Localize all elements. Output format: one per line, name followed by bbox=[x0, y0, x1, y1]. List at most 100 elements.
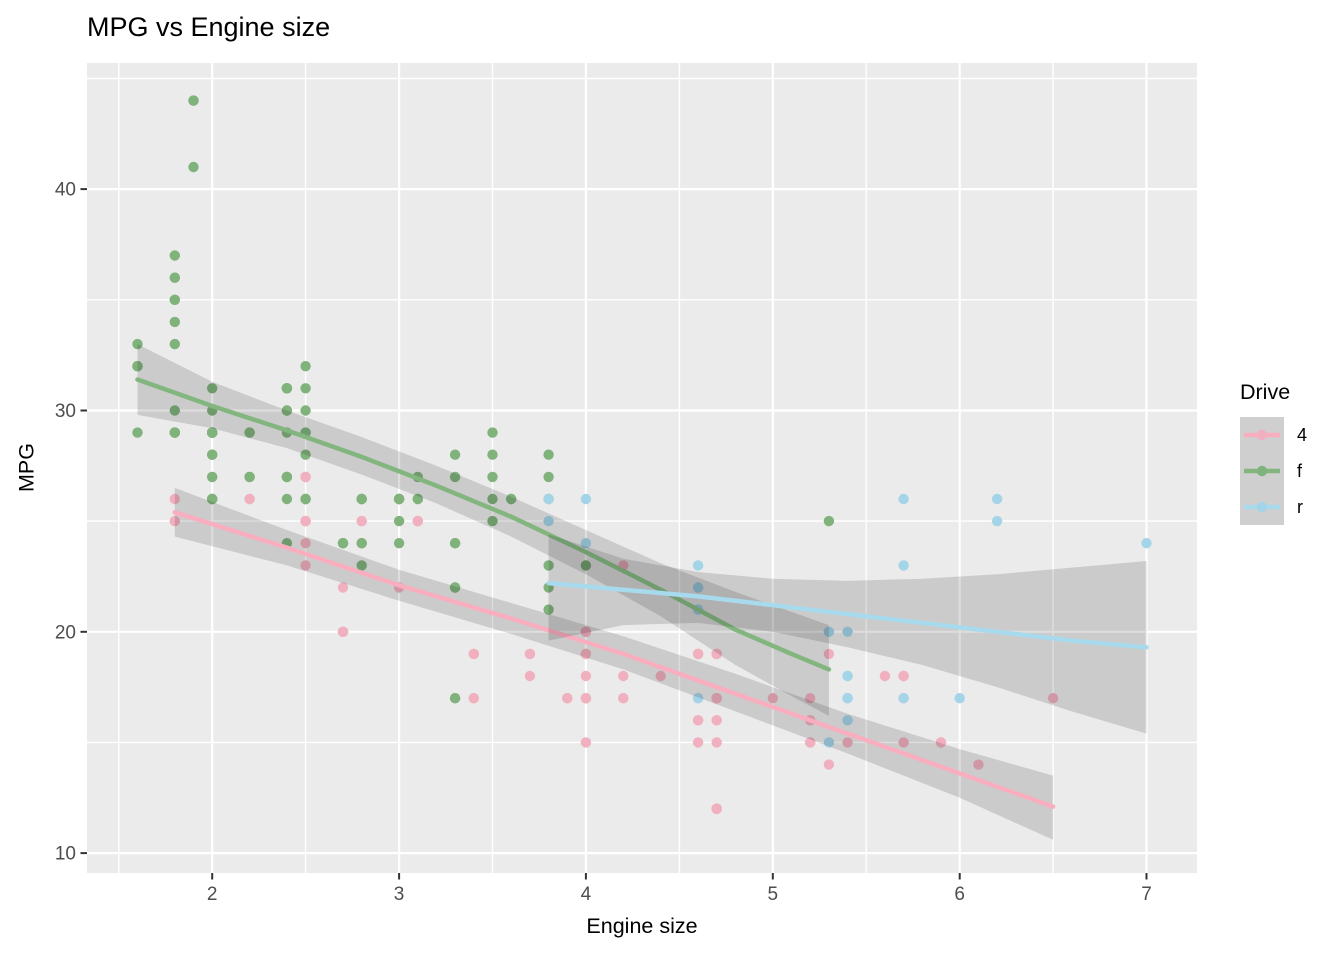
legend-key-icon bbox=[1240, 417, 1284, 453]
x-axis-title: Engine size bbox=[586, 914, 698, 938]
data-point-4 bbox=[711, 693, 722, 704]
confidence-ribbon-r bbox=[548, 534, 1147, 734]
data-point-f bbox=[543, 560, 554, 571]
data-point-f bbox=[487, 427, 498, 438]
data-point-4 bbox=[692, 648, 704, 660]
smooth-line-f bbox=[135, 377, 832, 672]
data-point-4 bbox=[655, 670, 666, 682]
data-point-f bbox=[543, 604, 554, 615]
data-point-4 bbox=[692, 737, 704, 748]
data-point-r bbox=[692, 693, 704, 704]
data-point-r bbox=[580, 538, 592, 549]
data-point-4 bbox=[300, 538, 311, 549]
data-point-4 bbox=[767, 693, 778, 704]
data-point-4 bbox=[711, 737, 722, 748]
x-tick-label: 2 bbox=[207, 884, 218, 905]
data-point-f bbox=[393, 515, 405, 527]
data-point-r bbox=[842, 670, 853, 682]
data-point-4 bbox=[842, 737, 853, 748]
data-point-f bbox=[169, 272, 180, 283]
data-point-f bbox=[449, 449, 461, 460]
data-point-4 bbox=[692, 715, 704, 726]
data-point-f bbox=[393, 538, 405, 549]
data-point-f bbox=[132, 361, 143, 372]
data-point-f bbox=[169, 316, 180, 328]
data-point-f bbox=[281, 471, 293, 483]
legend-label: 4 bbox=[1297, 424, 1308, 445]
data-point-4 bbox=[300, 560, 311, 571]
data-point-f bbox=[337, 538, 349, 549]
data-point-4 bbox=[580, 737, 592, 748]
data-point-f bbox=[543, 471, 554, 483]
data-point-4 bbox=[823, 759, 835, 770]
data-point-4 bbox=[356, 515, 367, 527]
data-point-4 bbox=[935, 737, 947, 748]
smooth-line-r bbox=[546, 580, 1149, 650]
data-point-f bbox=[300, 405, 311, 416]
data-point-r bbox=[954, 693, 965, 704]
data-point-f bbox=[487, 493, 498, 505]
smooth-line-4 bbox=[172, 510, 1056, 809]
data-point-4 bbox=[468, 648, 479, 660]
data-point-4 bbox=[823, 648, 835, 660]
legend-entry-r: r bbox=[1240, 489, 1307, 525]
legend-label: r bbox=[1297, 496, 1303, 517]
x-tick-label: 4 bbox=[581, 884, 592, 905]
data-point-f bbox=[207, 383, 218, 394]
y-tick-label: 30 bbox=[55, 401, 76, 422]
data-point-4 bbox=[898, 670, 909, 682]
data-point-f bbox=[169, 338, 180, 350]
data-point-r bbox=[823, 737, 835, 748]
data-point-r bbox=[543, 515, 554, 527]
data-point-f bbox=[169, 427, 180, 438]
data-point-f bbox=[207, 471, 218, 483]
data-point-4 bbox=[805, 693, 816, 704]
data-point-f bbox=[580, 560, 592, 571]
data-point-f bbox=[506, 493, 517, 505]
data-point-r bbox=[692, 582, 704, 593]
data-point-f bbox=[300, 361, 311, 372]
data-point-f bbox=[281, 383, 293, 394]
data-point-4 bbox=[562, 693, 573, 704]
data-point-r bbox=[898, 560, 909, 571]
plot-panel bbox=[87, 63, 1197, 873]
data-point-r bbox=[1141, 538, 1152, 549]
data-point-4 bbox=[898, 737, 909, 748]
data-point-4 bbox=[300, 515, 311, 527]
data-point-4 bbox=[711, 648, 722, 660]
data-point-r bbox=[842, 715, 853, 726]
data-point-4 bbox=[580, 693, 592, 704]
data-point-r bbox=[991, 493, 1003, 505]
legend-title: Drive bbox=[1240, 380, 1291, 404]
data-point-f bbox=[356, 493, 367, 505]
data-point-f bbox=[281, 405, 293, 416]
data-point-4 bbox=[580, 670, 592, 682]
data-point-f bbox=[244, 427, 255, 438]
data-point-f bbox=[281, 493, 293, 505]
data-point-f bbox=[300, 493, 311, 505]
legend-entry-4: 4 bbox=[1240, 417, 1307, 453]
y-tick-label: 40 bbox=[55, 180, 76, 201]
data-point-f bbox=[543, 449, 554, 460]
data-point-f bbox=[393, 493, 405, 505]
data-point-f bbox=[207, 427, 218, 438]
data-point-f bbox=[487, 471, 498, 483]
data-point-f bbox=[487, 449, 498, 460]
data-point-r bbox=[842, 626, 853, 637]
data-point-f bbox=[207, 493, 218, 505]
y-axis-title: MPG bbox=[14, 443, 39, 492]
data-point-f bbox=[188, 161, 199, 173]
data-point-4 bbox=[618, 670, 629, 682]
data-point-r bbox=[898, 693, 909, 704]
legend: Drive 4 f r bbox=[1240, 380, 1307, 525]
data-point-4 bbox=[618, 693, 629, 704]
data-point-r bbox=[823, 626, 835, 637]
data-point-r bbox=[543, 493, 554, 505]
data-point-f bbox=[188, 95, 199, 106]
data-point-f bbox=[823, 515, 835, 527]
data-point-4 bbox=[412, 515, 423, 527]
data-point-f bbox=[244, 471, 255, 483]
data-point-4 bbox=[1047, 693, 1059, 704]
data-point-f bbox=[169, 294, 180, 305]
